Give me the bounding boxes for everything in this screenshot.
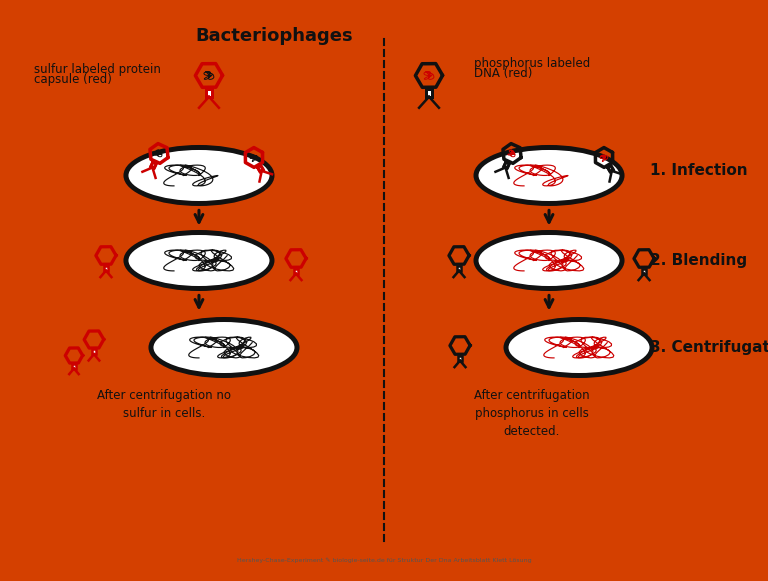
Ellipse shape bbox=[477, 234, 621, 288]
Ellipse shape bbox=[475, 231, 623, 289]
Polygon shape bbox=[72, 364, 75, 368]
Text: Bacteriophages: Bacteriophages bbox=[195, 27, 353, 45]
Text: capsule (red): capsule (red) bbox=[34, 73, 112, 87]
Ellipse shape bbox=[477, 149, 621, 203]
Polygon shape bbox=[458, 356, 462, 361]
Ellipse shape bbox=[125, 231, 273, 289]
Ellipse shape bbox=[150, 318, 298, 376]
Text: phosphorus labeled: phosphorus labeled bbox=[474, 58, 591, 70]
Text: After centrifugation
phosphorus in cells
detected.: After centrifugation phosphorus in cells… bbox=[474, 389, 590, 437]
Polygon shape bbox=[426, 89, 432, 96]
Polygon shape bbox=[257, 165, 263, 172]
Ellipse shape bbox=[127, 234, 271, 288]
Polygon shape bbox=[92, 349, 96, 354]
Polygon shape bbox=[294, 268, 298, 274]
Polygon shape bbox=[104, 266, 108, 271]
Ellipse shape bbox=[505, 318, 653, 376]
Polygon shape bbox=[457, 266, 461, 271]
Polygon shape bbox=[504, 162, 509, 168]
Ellipse shape bbox=[125, 146, 273, 205]
Text: 2. Blending: 2. Blending bbox=[650, 253, 747, 268]
Text: After centrifugation no
sulfur in cells.: After centrifugation no sulfur in cells. bbox=[97, 389, 231, 419]
Text: sulfur labeled protein: sulfur labeled protein bbox=[34, 63, 161, 77]
Text: Hershey-Chase-Experiment ✎ biologie-seite.de für Struktur Der Dna Arbeitsblatt K: Hershey-Chase-Experiment ✎ biologie-seit… bbox=[237, 557, 531, 562]
Ellipse shape bbox=[507, 321, 651, 375]
Text: 3. Centrifugation: 3. Centrifugation bbox=[650, 340, 768, 355]
Polygon shape bbox=[607, 165, 614, 172]
Ellipse shape bbox=[475, 146, 623, 205]
Polygon shape bbox=[151, 162, 157, 168]
Text: 1. Infection: 1. Infection bbox=[650, 163, 748, 178]
Polygon shape bbox=[207, 89, 211, 96]
Text: DNA (red): DNA (red) bbox=[474, 67, 532, 80]
Polygon shape bbox=[642, 268, 646, 274]
Ellipse shape bbox=[152, 321, 296, 375]
Ellipse shape bbox=[127, 149, 271, 203]
